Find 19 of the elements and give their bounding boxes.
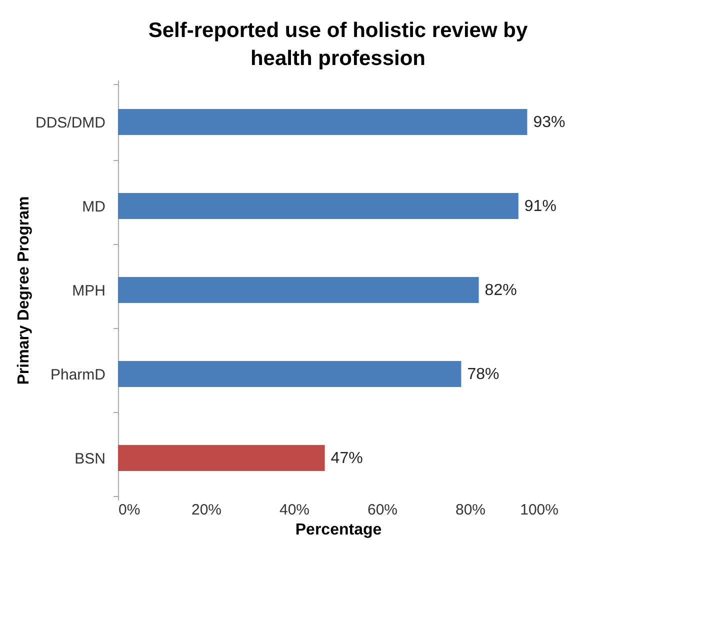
x-tick-label: 40% bbox=[279, 502, 310, 518]
data-label: 82% bbox=[484, 282, 517, 299]
data-label: 78% bbox=[467, 366, 500, 383]
chart-title: Self-reported use of holistic review by health profession bbox=[148, 19, 528, 70]
x-axis-title: Percentage bbox=[295, 522, 382, 538]
y-tick-label: PharmD bbox=[50, 366, 106, 384]
y-tick-label: BSN bbox=[74, 450, 106, 468]
y-tick-label: MD bbox=[82, 198, 106, 216]
y-axis-title: Primary Degree Program bbox=[16, 196, 32, 385]
y-tick-label: DDS/DMD bbox=[36, 114, 106, 132]
x-tick-label: 0% bbox=[118, 502, 140, 518]
data-label: 47% bbox=[330, 450, 363, 467]
x-tick-label: 60% bbox=[367, 502, 398, 518]
y-tick-label: MPH bbox=[72, 282, 106, 300]
x-tick-label: 20% bbox=[191, 502, 222, 518]
x-tick-label: 100% bbox=[520, 502, 558, 518]
x-tick-label: 80% bbox=[455, 502, 486, 518]
data-label: 91% bbox=[524, 198, 556, 215]
data-label: 93% bbox=[533, 114, 566, 131]
